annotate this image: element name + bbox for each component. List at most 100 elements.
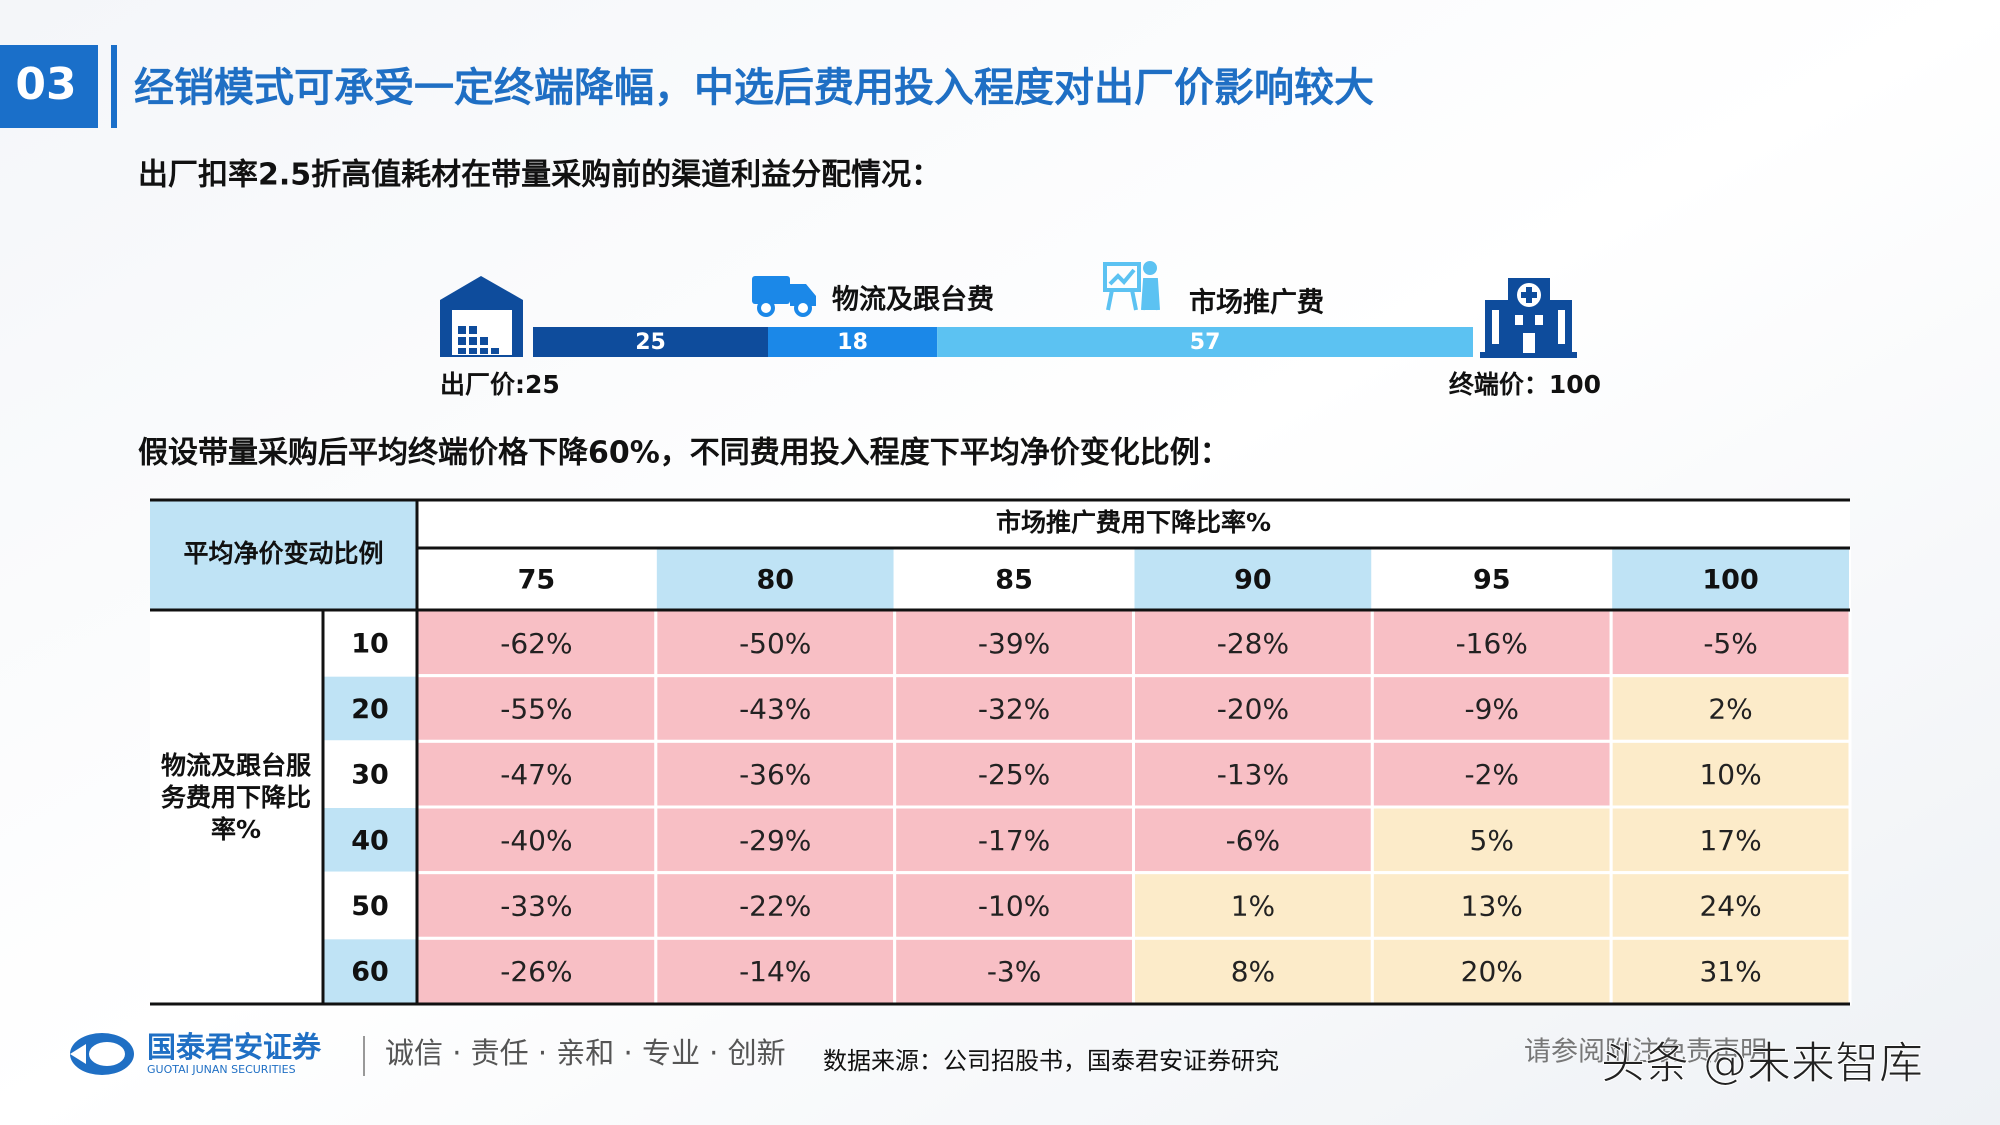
row-header: 20 xyxy=(351,694,389,725)
column-header: 85 xyxy=(995,565,1033,596)
cell-value: 10% xyxy=(1699,758,1761,791)
data-cell xyxy=(415,936,658,1006)
cell-value: -10% xyxy=(978,890,1050,923)
cell-value: -28% xyxy=(1217,627,1289,660)
segment-value: 57 xyxy=(1190,330,1221,355)
row-header: 10 xyxy=(351,628,389,659)
column-header: 95 xyxy=(1473,565,1511,596)
data-cell xyxy=(1609,739,1852,809)
data-cell xyxy=(893,936,1136,1006)
column-header: 100 xyxy=(1702,565,1758,596)
data-cell xyxy=(1370,871,1613,940)
data-cell xyxy=(1609,805,1852,875)
section-number: 03 xyxy=(15,59,76,110)
cell-value: -13% xyxy=(1217,758,1289,791)
row-header-cell xyxy=(322,937,418,1005)
cell-value: -39% xyxy=(978,627,1050,660)
cell-value: -20% xyxy=(1217,693,1289,726)
data-cell xyxy=(654,936,897,1006)
data-cell xyxy=(893,608,1136,678)
cell-value: -14% xyxy=(739,955,811,988)
data-cell xyxy=(893,805,1136,875)
column-title: 市场推广费用下降比率% xyxy=(996,508,1271,537)
column-title-cell xyxy=(417,500,1850,548)
cell-value: 17% xyxy=(1699,824,1761,857)
table: 平均净价变动比例 市场推广费用下降比率% 75 80 85 90 95 100 物流及跟台服务费… xyxy=(150,498,1852,1006)
cell-value: -6% xyxy=(1226,824,1281,857)
disclaimer: 请参阅附注免责声明 xyxy=(1524,1037,1767,1068)
truck-icon xyxy=(752,276,816,317)
cell-value: -47% xyxy=(500,758,572,791)
data-cell xyxy=(654,805,897,875)
row-header-cell xyxy=(322,806,418,874)
cell-value: 20% xyxy=(1461,955,1523,988)
column-header: 75 xyxy=(518,565,556,596)
data-cell xyxy=(1132,674,1374,743)
cell-value: -55% xyxy=(500,693,572,726)
data-cell xyxy=(1609,871,1852,940)
cell-value: -40% xyxy=(500,824,572,857)
row-header-cell xyxy=(322,609,418,677)
cell-value: 8% xyxy=(1231,955,1275,988)
bar-segment xyxy=(937,327,1473,357)
segment-label: 物流及跟台费 xyxy=(832,284,994,316)
row-header: 30 xyxy=(351,760,389,791)
segment-value: 25 xyxy=(635,330,666,355)
row-title: 物流及跟台服务费用下降比率% xyxy=(160,751,311,844)
subtitle: 出厂扣率2.5折高值耗材在带量采购前的渠道利益分配情况： xyxy=(138,158,941,193)
bar-segment xyxy=(768,327,938,357)
slogan: 诚信 · 责任 · 亲和 · 专业 · 创新 xyxy=(385,1036,786,1070)
corner-label: 平均净价变动比例 xyxy=(183,539,383,568)
cell-value: 24% xyxy=(1699,890,1761,923)
cell-value: -25% xyxy=(978,758,1050,791)
row-header: 40 xyxy=(351,825,389,856)
cell-value: -26% xyxy=(500,955,572,988)
company-logo xyxy=(70,1033,134,1075)
factory-icon xyxy=(440,276,523,357)
cell-value: 31% xyxy=(1699,955,1761,988)
column-header-cell xyxy=(416,547,657,611)
data-cell xyxy=(654,608,897,678)
cell-value: -50% xyxy=(739,627,811,660)
row-title-box: 物流及跟台服务费用下降比率% xyxy=(160,751,311,844)
watermark: 头条 @未来智库 xyxy=(1601,1038,1923,1089)
company-name-en: GUOTAI JUNAN SECURITIES xyxy=(147,1063,296,1076)
cell-value: -29% xyxy=(739,824,811,857)
cell-value: -62% xyxy=(500,627,572,660)
bar-segment xyxy=(533,327,768,357)
presenter-icon xyxy=(1103,261,1160,311)
column-header: 80 xyxy=(756,565,794,596)
row-header: 60 xyxy=(351,957,389,988)
segment-label: 市场推广费 xyxy=(1189,287,1324,319)
cell-value: -9% xyxy=(1464,693,1519,726)
data-cell xyxy=(1132,608,1374,678)
end-price-label: 终端价：100 xyxy=(1449,370,1601,399)
data-cell xyxy=(893,739,1136,809)
source-note: 数据来源：公司招股书，国泰君安证券研究 xyxy=(823,1047,1279,1075)
cell-value: -36% xyxy=(739,758,811,791)
cell-value: 1% xyxy=(1231,890,1275,923)
cell-value: -2% xyxy=(1464,758,1519,791)
cell-value: -16% xyxy=(1456,627,1528,660)
column-header: 90 xyxy=(1234,565,1272,596)
cell-value: -5% xyxy=(1703,627,1758,660)
start-price-label: 出厂价:25 xyxy=(440,370,560,399)
company-name: 国泰君安证券 xyxy=(147,1030,322,1064)
subtitle: 假设带量采购后平均终端价格下降60%，不同费用投入程度下平均净价变化比例： xyxy=(138,436,1230,471)
cell-value: 2% xyxy=(1708,693,1752,726)
title-divider xyxy=(111,45,117,128)
column-header-cell xyxy=(654,547,896,611)
row-header: 50 xyxy=(351,891,389,922)
cell-value: 5% xyxy=(1470,824,1514,857)
data-cell xyxy=(1609,936,1852,1006)
cell-value: -22% xyxy=(739,890,811,923)
corner-cell xyxy=(150,500,417,610)
slide-title: 经销模式可承受一定终端降幅，中选后费用投入程度对出厂价影响较大 xyxy=(134,65,1374,111)
cell-value: -3% xyxy=(987,955,1042,988)
channel-bar: 25 18 物流及跟台费 57 市场推广费 xyxy=(533,284,1473,357)
segment-value: 18 xyxy=(837,330,868,355)
cell-value: 13% xyxy=(1461,890,1523,923)
cell-value: -17% xyxy=(978,824,1050,857)
section-number-box xyxy=(0,45,98,128)
